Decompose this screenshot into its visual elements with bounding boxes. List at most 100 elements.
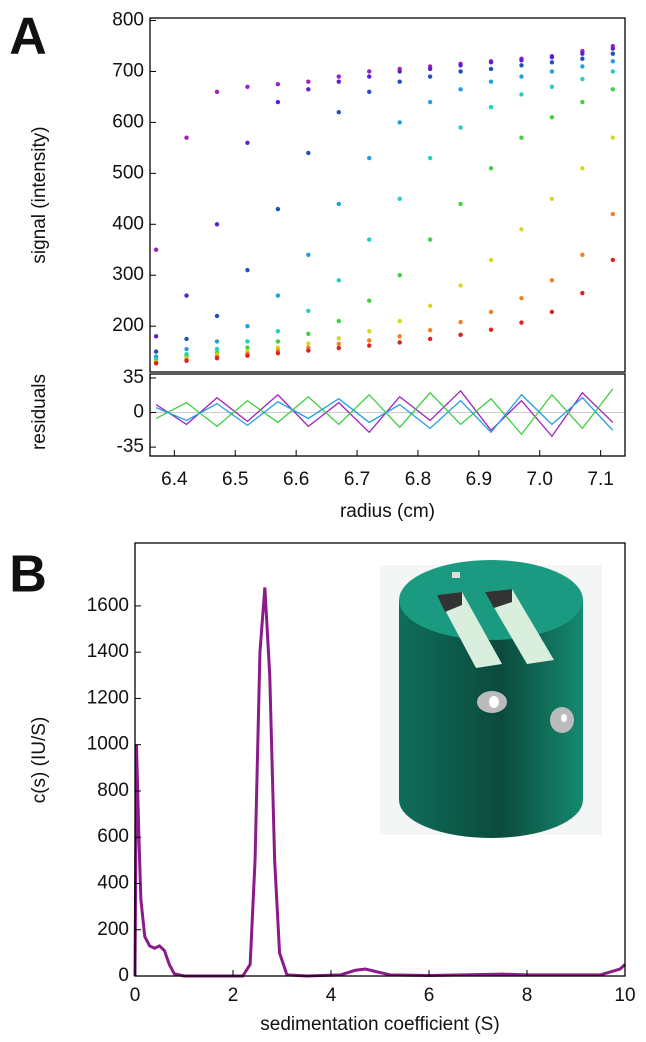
y-tick-label: 200: [112, 315, 144, 336]
data-point: [367, 329, 372, 334]
data-point: [336, 278, 341, 283]
data-point: [610, 51, 616, 56]
data-point: [336, 74, 341, 79]
y-tick-label: -35: [117, 436, 144, 457]
data-point: [336, 110, 341, 115]
data-point: [184, 358, 189, 363]
data-point: [214, 356, 220, 361]
data-point: [275, 99, 281, 105]
data-point: [214, 222, 220, 227]
y-tick-label: 500: [112, 162, 144, 183]
data-point: [427, 74, 433, 79]
data-point: [610, 87, 616, 92]
plot-frame: [149, 373, 626, 457]
data-point: [153, 361, 159, 366]
y-tick-label: 400: [112, 213, 144, 234]
data-point: [184, 346, 189, 352]
y-tick-label: 1600: [87, 595, 129, 616]
data-point: [549, 84, 555, 89]
data-point: [306, 341, 311, 346]
data-point: [427, 99, 433, 105]
x-tick-label: 0: [130, 985, 141, 1006]
data-point: [519, 227, 524, 232]
x-tick-label: 6.4: [161, 469, 188, 490]
panel-label: A: [9, 8, 47, 66]
data-point: [184, 135, 189, 140]
data-point: [458, 283, 463, 288]
data-point: [245, 345, 250, 350]
data-point: [306, 150, 311, 156]
data-point: [610, 135, 616, 140]
data-point: [580, 290, 585, 296]
data-point: [549, 309, 555, 315]
data-point: [245, 267, 250, 273]
plot-frame: [149, 17, 626, 373]
y-axis-label: residuals: [29, 374, 50, 450]
data-point: [549, 69, 555, 74]
data-point: [336, 318, 341, 324]
data-point: [275, 339, 281, 344]
data-point: [245, 339, 250, 344]
data-point: [245, 140, 250, 145]
data-point: [153, 334, 159, 339]
data-point: [549, 196, 555, 202]
data-point: [367, 74, 372, 79]
y-tick-label: 400: [97, 872, 129, 893]
data-point: [610, 46, 616, 51]
x-tick-label: 2: [228, 985, 239, 1006]
y-tick-label: 35: [123, 367, 144, 388]
plot-frame: [134, 542, 626, 977]
data-point: [458, 332, 463, 338]
data-line: [133, 587, 627, 978]
data-point: [458, 69, 463, 74]
data-point: [397, 318, 402, 324]
data-point: [519, 58, 524, 63]
data-point: [367, 155, 372, 161]
y-tick-label: 0: [133, 402, 144, 423]
data-point: [275, 82, 281, 87]
data-point: [184, 293, 189, 298]
data-line: [155, 389, 614, 438]
x-axis-label: sedimentation coefficient (S): [260, 1014, 499, 1035]
data-point: [549, 60, 555, 65]
data-point: [306, 79, 311, 84]
data-point: [306, 345, 311, 350]
data-point: [367, 89, 372, 95]
y-axis-label: c(s) (IU/S): [29, 717, 50, 804]
data-point: [488, 104, 494, 110]
data-point: [336, 345, 341, 351]
data-point: [580, 76, 585, 82]
data-point: [488, 309, 494, 315]
data-point: [427, 155, 433, 161]
data-point: [336, 341, 341, 347]
data-point: [580, 51, 585, 56]
data-point: [458, 87, 463, 92]
x-tick-label: 6: [424, 985, 435, 1006]
data-point: [367, 69, 372, 74]
x-tick-label: 6.8: [405, 469, 431, 490]
data-point: [610, 211, 616, 217]
x-tick-label: 6.6: [283, 469, 309, 490]
data-point: [397, 196, 402, 202]
data-point: [245, 84, 250, 89]
data-point: [397, 273, 402, 278]
x-axis-label: radius (cm): [340, 501, 435, 522]
data-point: [549, 55, 555, 60]
data-point: [214, 346, 220, 352]
data-point: [214, 89, 220, 95]
y-tick-label: 1000: [87, 734, 129, 755]
data-point: [336, 201, 341, 207]
data-line: [155, 388, 614, 436]
data-point: [306, 308, 311, 314]
data-point: [519, 135, 524, 140]
data-point: [214, 313, 220, 319]
data-point: [306, 87, 311, 92]
data-line: [155, 393, 614, 434]
y-tick-label: 1400: [87, 641, 129, 662]
data-point: [397, 69, 402, 74]
data-point: [336, 336, 341, 341]
x-tick-label: 10: [614, 985, 635, 1006]
data-point: [580, 99, 585, 105]
data-point: [488, 166, 494, 171]
